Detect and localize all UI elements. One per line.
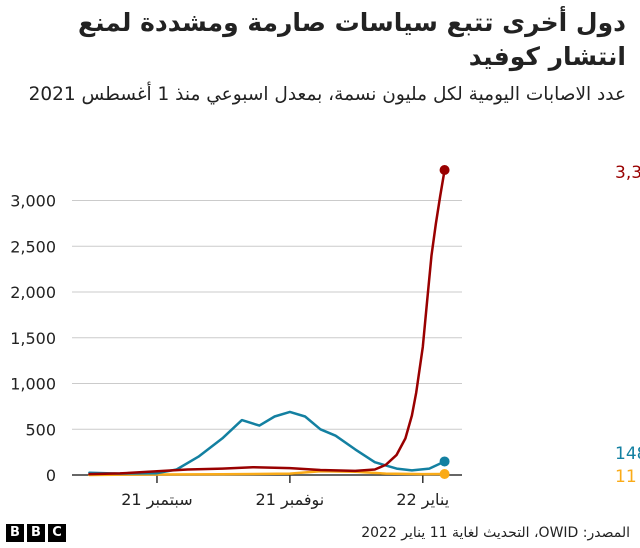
y-tick-label: 0 [46, 466, 56, 485]
label-layer: 0 500 1,000 1,500 2,000 2,500 3,000 سبتمبر 21 نو… [10, 161, 640, 510]
bbc-logo-letter: C [48, 524, 66, 542]
axis-layer [72, 474, 462, 483]
x-tick-label: يناير 22 [396, 490, 449, 510]
bbc-logo: B B C [6, 524, 66, 542]
chart-title: دول أخرى تتبع سياسات صارمة ومشددة لمنع ا… [78, 8, 626, 71]
series-line-1 [88, 410, 446, 475]
series-layer [88, 165, 450, 479]
x-tick-label: سبتمبر 21 [121, 490, 192, 510]
series-end-point [439, 456, 450, 467]
y-tick-label: 1,500 [10, 329, 56, 348]
line-chart: 0 500 1,000 1,500 2,000 2,500 3,000 سبتمبر 21 نو… [10, 161, 640, 510]
series-end-point [439, 468, 450, 479]
series-line-0 [88, 168, 446, 476]
bbc-logo-letter: B [27, 524, 45, 542]
y-tick-label: 500 [25, 420, 56, 439]
y-tick-label: 3,000 [10, 192, 56, 211]
series-end-label: نيوزيلندا: 11 [615, 467, 640, 487]
y-tick-label: 2,000 [10, 283, 56, 302]
chart-subtitle: عدد الاصابات اليومية لكل مليون نسمة، بمع… [28, 84, 626, 105]
y-tick-label: 1,000 [10, 375, 56, 394]
grid-layer [72, 200, 462, 430]
y-tick-label: 2,500 [10, 237, 56, 256]
x-tick-label: نوفمبر 21 [256, 490, 325, 510]
series-end-label: أستراليا: 3,334 [615, 161, 640, 183]
source-note: المصدر: OWID، التحديث لغاية 11 يناير 202… [361, 525, 630, 541]
series-end-point [439, 165, 450, 175]
series-end-label: سنغافورة: 148 [615, 444, 640, 464]
footer: B B C المصدر: OWID، التحديث لغاية 11 ينا… [0, 516, 640, 548]
bbc-logo-letter: B [6, 524, 24, 542]
